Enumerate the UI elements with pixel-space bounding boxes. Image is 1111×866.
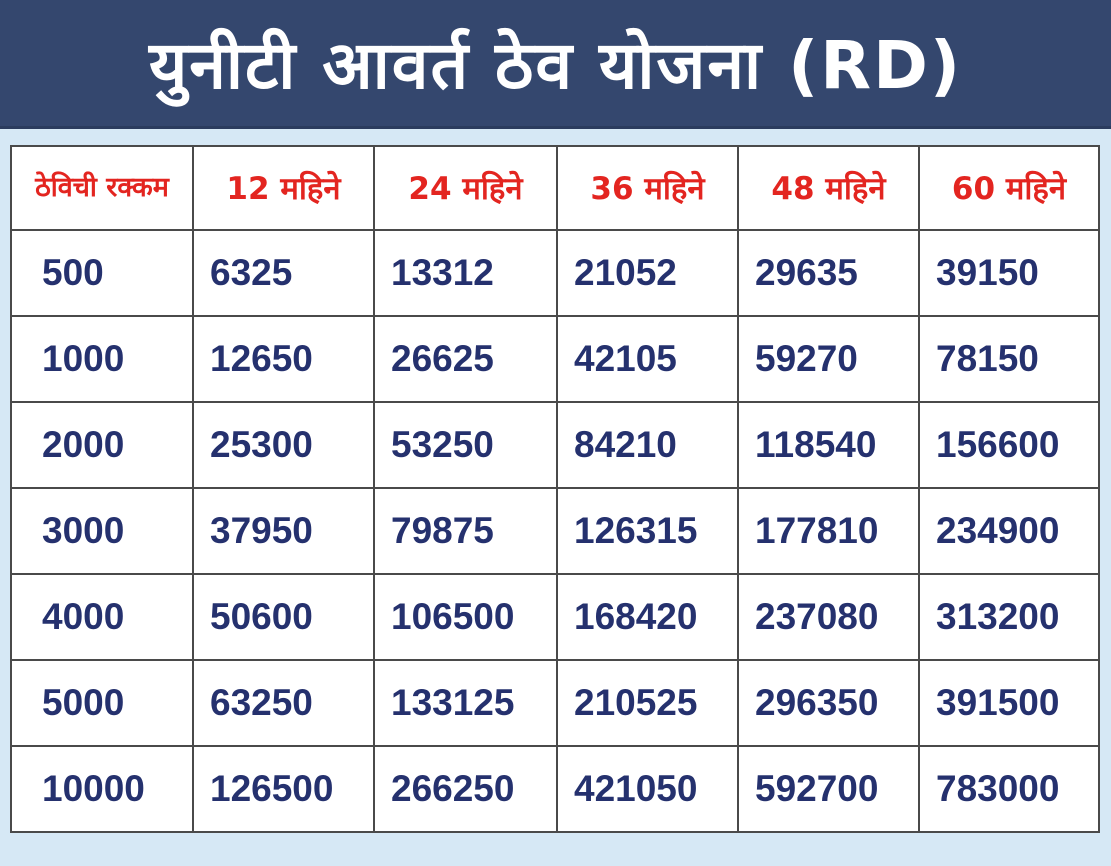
maturity-value-cell: 783000 [918, 745, 1100, 833]
maturity-value-cell: 421050 [556, 745, 739, 833]
maturity-value-cell: 50600 [192, 573, 375, 661]
maturity-value-cell: 210525 [556, 659, 739, 747]
maturity-value-cell: 53250 [373, 401, 558, 489]
deposit-amount-cell: 1000 [10, 315, 194, 403]
maturity-value-cell: 13312 [373, 229, 558, 317]
maturity-value-cell: 37950 [192, 487, 375, 575]
maturity-value-cell: 25300 [192, 401, 375, 489]
deposit-amount-cell: 4000 [10, 573, 194, 661]
table-row: 5000 63250 133125 210525 296350 391500 [10, 659, 1100, 747]
table-row: 2000 25300 53250 84210 118540 156600 [10, 401, 1100, 489]
maturity-value-cell: 126500 [192, 745, 375, 833]
table-row: 500 6325 13312 21052 29635 39150 [10, 229, 1100, 317]
column-header-36-months: 36 महिने [556, 145, 739, 231]
maturity-value-cell: 42105 [556, 315, 739, 403]
maturity-value-cell: 29635 [737, 229, 920, 317]
maturity-value-cell: 237080 [737, 573, 920, 661]
column-header-12-months: 12 महिने [192, 145, 375, 231]
maturity-value-cell: 296350 [737, 659, 920, 747]
maturity-value-cell: 391500 [918, 659, 1100, 747]
maturity-value-cell: 133125 [373, 659, 558, 747]
maturity-value-cell: 126315 [556, 487, 739, 575]
rd-table: ठेविची रक्कम 12 महिने 24 महिने 36 महिने … [10, 145, 1100, 833]
maturity-value-cell: 63250 [192, 659, 375, 747]
maturity-value-cell: 118540 [737, 401, 920, 489]
maturity-value-cell: 78150 [918, 315, 1100, 403]
column-header-60-months: 60 महिने [918, 145, 1100, 231]
maturity-value-cell: 59270 [737, 315, 920, 403]
maturity-value-cell: 6325 [192, 229, 375, 317]
maturity-value-cell: 21052 [556, 229, 739, 317]
maturity-value-cell: 592700 [737, 745, 920, 833]
table-row: 4000 50600 106500 168420 237080 313200 [10, 573, 1100, 661]
table-header-row: ठेविची रक्कम 12 महिने 24 महिने 36 महिने … [10, 145, 1100, 231]
table-row: 3000 37950 79875 126315 177810 234900 [10, 487, 1100, 575]
deposit-amount-cell: 3000 [10, 487, 194, 575]
maturity-value-cell: 234900 [918, 487, 1100, 575]
deposit-amount-cell: 10000 [10, 745, 194, 833]
page-title: युनीटी आवर्त ठेव योजना (RD) [148, 27, 963, 104]
maturity-value-cell: 39150 [918, 229, 1100, 317]
deposit-amount-cell: 2000 [10, 401, 194, 489]
maturity-value-cell: 168420 [556, 573, 739, 661]
title-banner: युनीटी आवर्त ठेव योजना (RD) [0, 0, 1111, 129]
table-row: 10000 126500 266250 421050 592700 783000 [10, 745, 1100, 833]
column-header-amount: ठेविची रक्कम [10, 145, 194, 231]
maturity-value-cell: 106500 [373, 573, 558, 661]
maturity-value-cell: 79875 [373, 487, 558, 575]
deposit-amount-cell: 5000 [10, 659, 194, 747]
table-row: 1000 12650 26625 42105 59270 78150 [10, 315, 1100, 403]
column-header-24-months: 24 महिने [373, 145, 558, 231]
maturity-value-cell: 156600 [918, 401, 1100, 489]
column-header-48-months: 48 महिने [737, 145, 920, 231]
maturity-value-cell: 12650 [192, 315, 375, 403]
deposit-amount-cell: 500 [10, 229, 194, 317]
maturity-value-cell: 84210 [556, 401, 739, 489]
maturity-value-cell: 266250 [373, 745, 558, 833]
maturity-value-cell: 313200 [918, 573, 1100, 661]
maturity-value-cell: 26625 [373, 315, 558, 403]
maturity-value-cell: 177810 [737, 487, 920, 575]
